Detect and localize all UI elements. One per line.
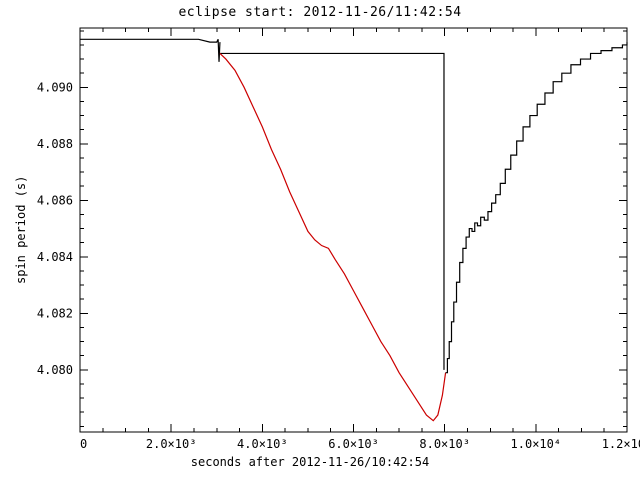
series-pre-eclipse-flat bbox=[80, 38, 221, 62]
series-hold-line-and-drop bbox=[219, 52, 445, 370]
x-tick-label: 0 bbox=[80, 437, 87, 451]
y-tick-label: 4.088 bbox=[37, 137, 73, 151]
y-tick-label: 4.080 bbox=[37, 363, 73, 377]
plot-title: eclipse start: 2012-11-26/11:42:54 bbox=[178, 5, 462, 20]
y-tick-label: 4.082 bbox=[37, 306, 73, 320]
y-tick-label: 4.084 bbox=[37, 250, 73, 264]
x-tick-label: 6.0×10³ bbox=[328, 437, 379, 451]
x-tick-label: 1.2×10⁴ bbox=[602, 437, 640, 451]
x-tick-label: 2.0×10³ bbox=[146, 437, 197, 451]
x-tick-label: 8.0×10³ bbox=[419, 437, 470, 451]
y-tick-label: 4.090 bbox=[37, 80, 73, 94]
y-tick-label: 4.086 bbox=[37, 193, 73, 207]
y-axis-label: spin period (s) bbox=[14, 175, 28, 284]
x-tick-label: 1.0×10⁴ bbox=[511, 437, 562, 451]
x-axis-label: seconds after 2012-11-26/10:42:54 bbox=[190, 455, 430, 469]
series-eclipse-dip bbox=[219, 52, 447, 422]
x-tick-label: 4.0×10³ bbox=[237, 437, 288, 451]
series-post-eclipse-recovery bbox=[445, 42, 628, 374]
